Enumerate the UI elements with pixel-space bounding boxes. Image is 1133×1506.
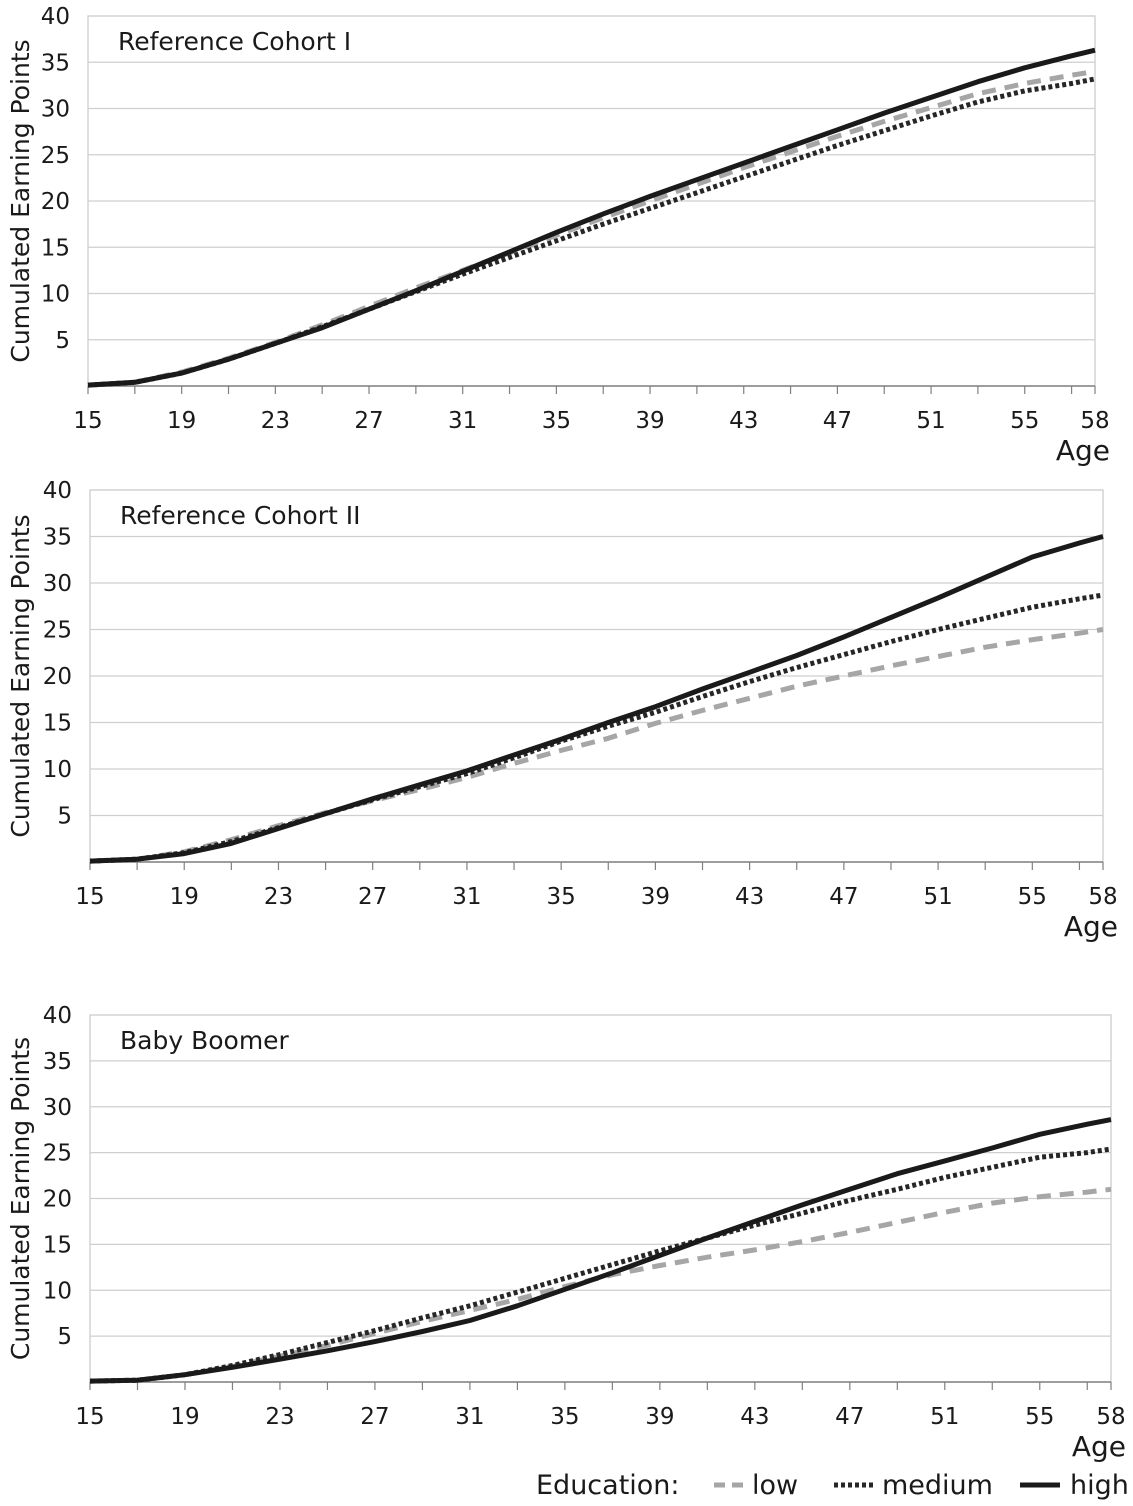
x-tick-label: 35 <box>542 408 571 434</box>
x-tick-label: 43 <box>740 1404 769 1430</box>
panel-title: Baby Boomer <box>120 1026 290 1055</box>
y-tick-label: 5 <box>57 1324 72 1350</box>
x-tick-label: 35 <box>547 884 576 910</box>
x-tick-label: 31 <box>452 884 481 910</box>
y-tick-label: 30 <box>43 571 72 597</box>
x-tick-label: 23 <box>261 408 290 434</box>
y-tick-label: 15 <box>41 235 70 261</box>
y-tick-label: 15 <box>43 711 72 737</box>
x-tick-label: 19 <box>170 1404 199 1430</box>
y-tick-label: 5 <box>55 328 70 354</box>
x-tick-label: 15 <box>73 408 102 434</box>
x-tick-label: 39 <box>641 884 670 910</box>
x-axis-label: Age <box>1064 910 1118 943</box>
y-tick-label: 10 <box>43 1278 72 1304</box>
legend-label-medium: medium <box>882 1470 993 1501</box>
x-tick-label: 51 <box>916 408 945 434</box>
y-tick-label: 40 <box>43 1003 72 1029</box>
y-tick-label: 30 <box>41 97 70 123</box>
y-tick-label: 5 <box>57 804 72 830</box>
legend-title: Education: <box>536 1470 680 1501</box>
y-tick-label: 10 <box>41 282 70 308</box>
x-tick-label: 58 <box>1096 1404 1125 1430</box>
x-tick-label: 39 <box>635 408 664 434</box>
x-tick-label: 27 <box>358 884 387 910</box>
y-tick-label: 35 <box>43 1049 72 1075</box>
y-tick-label: 20 <box>43 664 72 690</box>
x-tick-label: 31 <box>448 408 477 434</box>
x-axis-label: Age <box>1072 1430 1126 1463</box>
y-tick-label: 35 <box>43 525 72 551</box>
series-line-high <box>87 47 1096 388</box>
chart-panels: 15 19 23 27 31 35 39 43 47 51 55 58510152025303540A… <box>6 4 1126 1463</box>
panel-title: Reference Cohort II <box>120 501 361 530</box>
x-tick-label: 43 <box>729 408 758 434</box>
y-tick-label: 35 <box>41 50 70 76</box>
y-axis-label: Cumulated Earning Points <box>6 514 35 837</box>
y-tick-label: 30 <box>43 1095 72 1121</box>
x-tick-label: 47 <box>829 884 858 910</box>
x-tick-label: 23 <box>265 1404 294 1430</box>
x-tick-label: 55 <box>1025 1404 1054 1430</box>
series-line-high <box>89 534 1104 864</box>
x-tick-label: 47 <box>823 408 852 434</box>
y-tick-label: 25 <box>41 143 70 169</box>
y-tick-label: 15 <box>43 1232 72 1258</box>
chart-panel-3: 15 19 23 27 31 35 39 43 47 51 55 58 5 10 15 20 25 30 35 40 A… <box>6 1003 1126 1463</box>
series-line-high <box>89 1117 1112 1384</box>
x-tick-label: 51 <box>930 1404 959 1430</box>
x-tick-label: 23 <box>264 884 293 910</box>
x-tick-label: 27 <box>360 1404 389 1430</box>
x-tick-label: 51 <box>923 884 952 910</box>
x-tick-label: 31 <box>455 1404 484 1430</box>
x-tick-label: 35 <box>550 1404 579 1430</box>
x-tick-label: 55 <box>1018 884 1047 910</box>
y-tick-label: 25 <box>43 1141 72 1167</box>
x-tick-label: 19 <box>170 884 199 910</box>
chart-panel-1: 15 19 23 27 31 35 39 43 47 51 55 58 5 10 15 20 25 30 35 40 A… <box>6 4 1110 467</box>
x-tick-label: 19 <box>167 408 196 434</box>
y-axis-label: Cumulated Earning Points <box>6 1037 35 1360</box>
x-tick-label: 55 <box>1010 408 1039 434</box>
series-line-low <box>87 69 1096 388</box>
chart-panel-2: 15 19 23 27 31 35 39 43 47 51 55 58 5 10 15 20 25 30 35 40 A… <box>6 478 1118 943</box>
x-tick-label: 15 <box>75 884 104 910</box>
panel-title: Reference Cohort I <box>118 27 351 56</box>
y-axis-label: Cumulated Earning Points <box>6 39 35 362</box>
y-tick-label: 20 <box>41 189 70 215</box>
series-line-medium <box>89 1146 1112 1384</box>
legend-label-low: low <box>752 1470 798 1501</box>
y-tick-label: 20 <box>43 1187 72 1213</box>
x-tick-label: 15 <box>75 1404 104 1430</box>
y-tick-label: 40 <box>43 478 72 504</box>
y-tick-label: 40 <box>41 4 70 30</box>
x-tick-label: 39 <box>645 1404 674 1430</box>
x-tick-label: 58 <box>1080 408 1109 434</box>
legend: Education: low medium high <box>536 1470 1129 1501</box>
x-tick-label: 58 <box>1088 884 1117 910</box>
series-line-low <box>89 627 1104 864</box>
x-tick-label: 27 <box>354 408 383 434</box>
legend-label-high: high <box>1070 1470 1129 1501</box>
x-tick-label: 43 <box>735 884 764 910</box>
x-axis-label: Age <box>1056 434 1110 467</box>
y-tick-label: 25 <box>43 618 72 644</box>
y-tick-label: 10 <box>43 757 72 783</box>
x-tick-label: 47 <box>835 1404 864 1430</box>
